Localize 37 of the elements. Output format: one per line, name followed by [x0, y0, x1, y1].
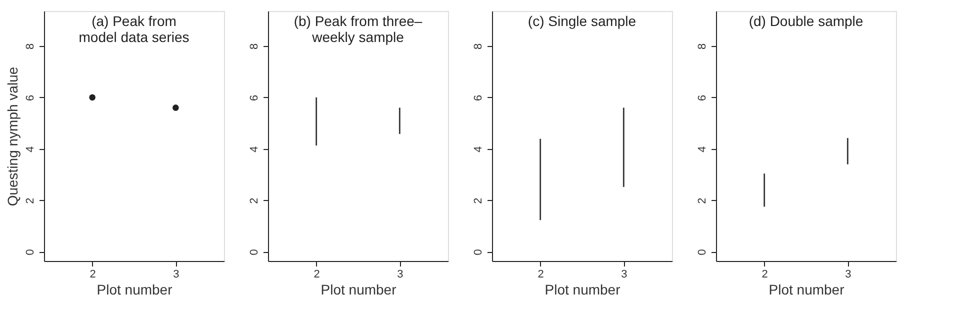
y-axis-title: Questing nymph value — [4, 66, 20, 206]
text: (a) Peak from model data series — [78, 13, 190, 45]
y-tick-label: 0 — [472, 249, 484, 256]
y-tick-label: 2 — [24, 198, 36, 204]
chart-title: (c) Single sample — [528, 13, 636, 29]
y-tick-label: 4 — [696, 146, 708, 152]
y-tick-label: 2 — [248, 198, 260, 204]
y-tick-label: 2 — [472, 198, 484, 204]
y-tick-label: 8 — [24, 43, 36, 50]
x-tick-label: 3 — [173, 268, 180, 280]
chart-title: (d) Double sample — [748, 13, 864, 29]
x-tick-label: 2 — [538, 268, 544, 280]
y-tick-label: 8 — [472, 43, 484, 50]
y-tick-label: 6 — [24, 94, 36, 101]
x-tick-label: 2 — [90, 268, 96, 280]
y-tick-label: 6 — [696, 94, 708, 101]
x-tick-label: 3 — [397, 268, 404, 280]
y-tick-label: 6 — [248, 94, 260, 101]
y-tick-label: 0 — [24, 249, 36, 256]
y-tick-label: 8 — [248, 43, 260, 50]
x-axis-title: Plot number — [96, 282, 173, 298]
y-tick-label: 8 — [696, 43, 708, 50]
y-tick-label: 0 — [248, 249, 260, 256]
y-tick-label: 0 — [696, 249, 708, 256]
y-tick-label: 2 — [696, 198, 708, 204]
x-tick-label: 3 — [845, 268, 852, 280]
x-tick-label: 2 — [762, 268, 768, 280]
y-tick-label: 4 — [248, 146, 260, 152]
x-axis-title: Plot number — [544, 282, 621, 298]
y-tick-label: 6 — [472, 94, 484, 101]
x-axis-title: Plot number — [320, 282, 397, 298]
text: (b) Peak from three– weekly sample — [294, 13, 422, 45]
y-tick-label: 4 — [24, 146, 36, 152]
y-tick-label: 4 — [472, 146, 484, 152]
x-tick-label: 3 — [621, 268, 628, 280]
x-axis-title: Plot number — [768, 282, 845, 298]
x-tick-label: 2 — [314, 268, 320, 280]
